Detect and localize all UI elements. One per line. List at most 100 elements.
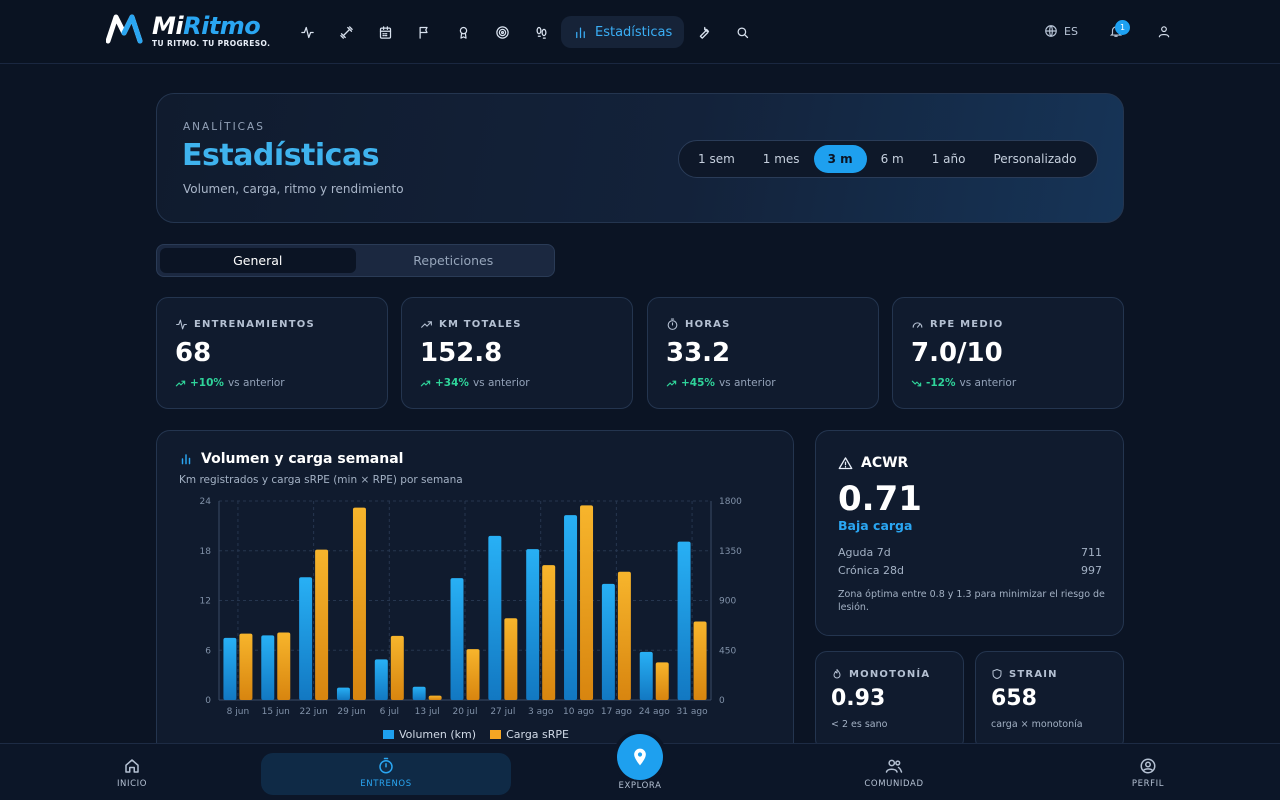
language-selector[interactable]: ES <box>1044 24 1078 38</box>
trend-down-icon <box>911 380 922 386</box>
legend-item-load[interactable]: Carga sRPE <box>490 728 569 741</box>
acute-label: Aguda 7d <box>838 546 891 559</box>
language-code: ES <box>1064 24 1078 38</box>
kpi-delta-suffix: vs anterior <box>959 377 1017 389</box>
strain-value: 658 <box>991 686 1037 711</box>
acute-value: 711 <box>1081 546 1102 559</box>
x-tick-label: 27 jul <box>490 707 515 717</box>
x-tick-label: 8 jun <box>227 707 250 717</box>
bar-load <box>428 695 442 700</box>
monotony-note: < 2 es sano <box>831 719 888 730</box>
strain-note: carga × monotonía <box>991 719 1083 730</box>
kpi-delta-suffix: vs anterior <box>718 377 776 389</box>
acwr-chronic-row: Crónica 28d 997 <box>838 564 1102 577</box>
y-tick-right: 450 <box>719 646 736 656</box>
y-tick-right: 900 <box>719 597 736 607</box>
nav-dumbbell-icon[interactable] <box>327 16 366 48</box>
top-bar: MiRitmo TU RITMO. TU PROGRESO. Estadísti… <box>0 0 1280 64</box>
main-nav: Estadísticas <box>288 16 762 48</box>
monotony-label: MONOTONÍA <box>849 668 931 680</box>
kpi-card-rpe: RPE MEDIO 7.0/10 -12% vs anterior <box>892 297 1124 409</box>
page-subtitle: Volumen, carga, ritmo y rendimiento <box>183 182 404 196</box>
bar-load <box>239 633 253 700</box>
acwr-value: 0.71 <box>838 479 922 519</box>
nav-footprints-icon[interactable] <box>522 16 561 48</box>
nav-statistics-tab[interactable]: Estadísticas <box>561 16 685 48</box>
page-kicker: ANALÍTICAS <box>183 121 265 133</box>
weekly-volume-chart-card: 0 0 6 450 12 900 18 1350 24 1800 8 jun 15 jun 22 jun… <box>156 430 794 760</box>
kpi-value: 68 <box>175 338 212 368</box>
bar-volume <box>526 549 540 700</box>
bottom-nav-home[interactable]: INICIO <box>92 744 172 800</box>
bar-load <box>315 549 329 700</box>
bar-volume <box>677 541 691 700</box>
nav-award-icon[interactable] <box>444 16 483 48</box>
map-pin-icon <box>634 748 646 766</box>
trending-up-icon <box>421 321 432 328</box>
legend-item-volume[interactable]: Volumen (km) <box>383 728 476 741</box>
y-tick-right: 1350 <box>719 547 742 557</box>
chart-subtitle: Km registrados y carga sRPE (min × RPE) … <box>179 474 463 486</box>
nav-search-icon[interactable] <box>723 16 762 48</box>
range-1-week[interactable]: 1 sem <box>698 152 735 166</box>
nav-activity-icon[interactable] <box>288 16 327 48</box>
chronic-label: Crónica 28d <box>838 564 904 577</box>
nav-flag-icon[interactable] <box>405 16 444 48</box>
kpi-delta-value: +10% <box>190 377 224 389</box>
nav-target-icon[interactable] <box>483 16 522 48</box>
stopwatch-icon <box>379 757 393 773</box>
range-1-month[interactable]: 1 mes <box>762 152 800 166</box>
bar-chart-icon <box>576 27 585 38</box>
bar-volume <box>336 687 350 700</box>
chart-legend: Volumen (km) Carga sRPE <box>157 728 793 741</box>
explore-fab-button[interactable] <box>617 734 663 780</box>
range-1-year[interactable]: 1 año <box>931 152 966 166</box>
strain-label: STRAIN <box>1009 668 1058 680</box>
notification-badge: 1 <box>1115 20 1130 35</box>
monotony-card: MONOTONÍA 0.93 < 2 es sano <box>815 651 964 751</box>
kpi-delta-value: +45% <box>681 377 715 389</box>
kpi-delta-value: +34% <box>435 377 469 389</box>
bar-load <box>655 662 669 700</box>
tab-repeticiones[interactable]: Repeticiones <box>413 253 494 268</box>
explore-label: EXPLORA <box>618 781 662 791</box>
bottom-nav-workouts[interactable]: ENTRENOS <box>346 744 426 800</box>
weekly-volume-chart: 0 0 6 450 12 900 18 1350 24 1800 8 jun 15 jun 22 jun… <box>200 497 743 717</box>
bar-load <box>693 621 707 700</box>
logo-mark-icon <box>106 14 143 44</box>
trend-up-icon <box>175 380 186 386</box>
x-tick-label: 15 jun <box>262 707 290 717</box>
kpi-label: RPE MEDIO <box>930 319 1004 330</box>
bar-load <box>277 632 291 700</box>
range-6-months[interactable]: 6 m <box>880 152 904 166</box>
acwr-card: ACWR 0.71 Baja carga Aguda 7d 711 Crónic… <box>815 430 1124 636</box>
nav-calendar-icon[interactable] <box>366 16 405 48</box>
warning-icon <box>838 456 853 469</box>
bar-volume <box>412 686 426 700</box>
tab-general[interactable]: General <box>160 248 356 273</box>
range-custom[interactable]: Personalizado <box>993 152 1077 166</box>
x-tick-label: 6 jul <box>380 707 399 717</box>
brand-logo[interactable]: MiRitmo TU RITMO. TU PROGRESO. <box>106 12 276 52</box>
nav-wrench-icon[interactable] <box>684 16 723 48</box>
kpi-label: ENTRENAMIENTOS <box>194 319 315 330</box>
bottom-nav-community[interactable]: COMUNIDAD <box>854 744 934 800</box>
kpi-value: 7.0/10 <box>911 338 1003 368</box>
bottom-nav-profile[interactable]: PERFIL <box>1108 744 1188 800</box>
user-icon[interactable] <box>1157 24 1171 39</box>
page-title: Estadísticas <box>182 138 380 173</box>
brand-name: MiRitmo <box>152 12 261 40</box>
x-tick-label: 31 ago <box>677 707 709 717</box>
y-tick-left: 12 <box>200 597 211 607</box>
view-tabs: General Repeticiones <box>156 244 555 277</box>
y-tick-left: 24 <box>200 497 212 507</box>
acwr-acute-row: Aguda 7d 711 <box>838 546 1102 559</box>
kpi-label: HORAS <box>685 319 731 330</box>
range-3-months[interactable]: 3 m <box>813 145 867 173</box>
bar-volume <box>639 651 653 700</box>
time-range-selector: 1 sem 1 mes 3 m 6 m 1 año Personalizado <box>678 140 1098 178</box>
kpi-delta-suffix: vs anterior <box>227 377 285 389</box>
x-tick-label: 10 ago <box>563 707 595 717</box>
kpi-card-hours: HORAS 33.2 +45% vs anterior <box>647 297 879 409</box>
users-icon <box>885 759 903 773</box>
